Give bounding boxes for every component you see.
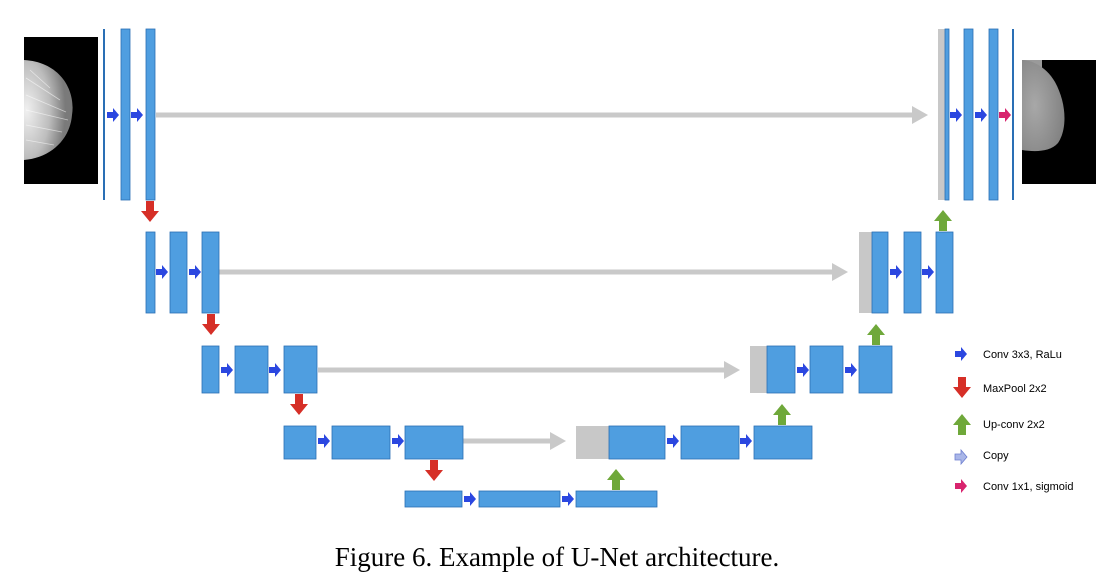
output-segmentation-image	[1022, 60, 1096, 184]
upconv-arrow	[867, 324, 885, 345]
feature-map-block	[903, 231, 922, 314]
input-mammogram-image	[24, 37, 98, 184]
copy-arrowhead	[550, 432, 566, 450]
upconv-arrow-icon	[953, 414, 971, 435]
feature-map-block	[283, 345, 318, 394]
feature-map-block	[234, 345, 269, 394]
conv-arrow	[189, 265, 201, 279]
sigmoid-arrow-icon	[955, 479, 967, 493]
feature-map-block	[283, 425, 317, 460]
legend-label: Copy	[983, 450, 1009, 462]
feature-map-block	[809, 345, 844, 394]
copied-feature-map	[859, 232, 872, 313]
feature-map-block	[404, 425, 464, 460]
copy-arrowhead	[832, 263, 848, 281]
conv-arrow	[156, 265, 168, 279]
copied-feature-map	[938, 29, 945, 200]
conv-arrow	[740, 434, 752, 448]
conv-arrow	[667, 434, 679, 448]
skip-connections	[156, 106, 928, 450]
sigmoid-arrow	[999, 108, 1011, 122]
feature-map-block	[871, 231, 889, 314]
conv-arrow-icon	[955, 347, 967, 361]
feature-map-block	[753, 425, 813, 460]
maxpool-arrow	[141, 201, 159, 222]
feature-map-block	[608, 425, 666, 460]
conv-arrow	[797, 363, 809, 377]
copy-arrowhead	[912, 106, 928, 124]
conv-arrow	[562, 492, 574, 506]
conv-arrow	[890, 265, 902, 279]
feature-map-block	[331, 425, 391, 460]
feature-map-block	[988, 28, 999, 201]
legend-label: Conv 1x1, sigmoid	[983, 481, 1074, 493]
conv-arrow	[922, 265, 934, 279]
maxpool-arrow	[202, 314, 220, 335]
upconv-arrow	[773, 404, 791, 425]
maxpool-arrow	[290, 394, 308, 415]
feature-map-block	[201, 231, 220, 314]
conv-arrow	[975, 108, 987, 122]
feature-map-block	[120, 28, 131, 201]
conv-arrow	[107, 108, 119, 122]
feature-map-block	[944, 28, 950, 201]
copied-feature-map	[576, 426, 609, 459]
feature-map-block	[680, 425, 740, 460]
upconv-arrow	[934, 210, 952, 231]
feature-map-block	[145, 28, 156, 201]
legend-label: Conv 3x3, RaLu	[983, 349, 1062, 361]
feature-map-block	[935, 231, 954, 314]
conv-arrow	[464, 492, 476, 506]
feature-map-block	[145, 231, 156, 314]
feature-map-block	[963, 28, 974, 201]
feature-map-block	[575, 490, 658, 508]
maxpool-arrow	[425, 460, 443, 481]
feature-map-block	[766, 345, 796, 394]
copy-arrow-icon	[954, 448, 968, 466]
figure-caption: Figure 6. Example of U-Net architecture.	[334, 542, 780, 572]
feature-maps	[103, 28, 1014, 508]
copied-feature-map	[750, 346, 767, 393]
legend-label: Up-conv 2x2	[983, 419, 1045, 431]
feature-map-block	[478, 490, 561, 508]
conv-arrow	[221, 363, 233, 377]
conv-arrow	[845, 363, 857, 377]
feature-map-block	[169, 231, 188, 314]
legend: Conv 3x3, RaLu MaxPool 2x2 Up-conv 2x2 Copy…	[953, 347, 1074, 493]
feature-map-block	[404, 490, 463, 508]
conv-arrow	[131, 108, 143, 122]
copy-arrowhead	[724, 361, 740, 379]
conv-arrow	[392, 434, 404, 448]
feature-map-block	[201, 345, 220, 394]
conv-arrow	[269, 363, 281, 377]
conv-arrow	[950, 108, 962, 122]
conv-arrow	[318, 434, 330, 448]
operation-arrows	[107, 108, 1011, 506]
upconv-arrow	[607, 469, 625, 490]
feature-map-block	[858, 345, 893, 394]
legend-label: MaxPool 2x2	[983, 383, 1047, 395]
maxpool-arrow-icon	[953, 377, 971, 398]
